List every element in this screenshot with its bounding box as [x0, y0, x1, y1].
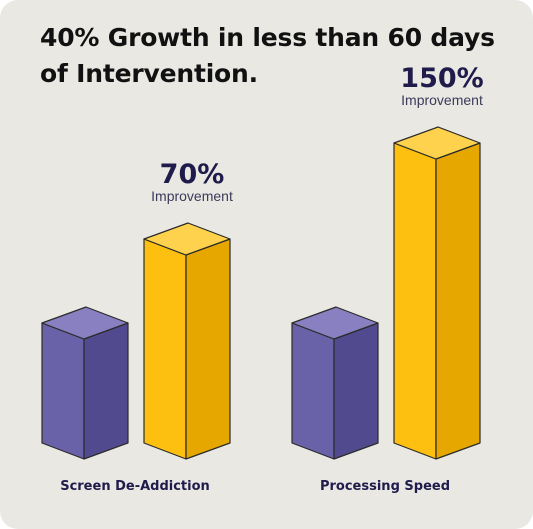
bar-improved-screen-de-addiction-top — [143, 222, 231, 256]
bar-baseline-processing-speed-side — [333, 322, 379, 460]
bar-improved-screen-de-addiction-side — [185, 238, 231, 460]
bar-improved-processing-speed-top — [393, 126, 481, 160]
bar-baseline-screen-de-addiction-side — [83, 322, 129, 460]
bar-improved-processing-speed-front — [393, 142, 437, 460]
bar-baseline-processing-speed-front — [291, 322, 335, 460]
bar-baseline-screen-de-addiction-front — [41, 322, 85, 460]
category-label-processing-speed: Processing Speed — [320, 479, 450, 494]
category-label-screen-de-addiction: Screen De-Addiction — [60, 479, 210, 494]
bar-baseline-processing-speed-top — [291, 306, 379, 340]
improvement-text-screen-de-addiction: Improvement — [151, 188, 233, 204]
improvement-value-screen-de-addiction: 70% — [160, 159, 225, 190]
improvement-text-processing-speed: Improvement — [401, 92, 483, 108]
bars-group — [41, 126, 481, 460]
bar-improved-screen-de-addiction-front — [143, 238, 187, 460]
bar-improved-processing-speed-side — [435, 142, 481, 460]
bar-baseline-screen-de-addiction-top — [41, 306, 129, 340]
labels-group: Screen De-Addiction Processing Speed 70%… — [60, 63, 484, 494]
improvement-value-processing-speed: 150% — [400, 63, 483, 94]
chart-title: 40% Growth in less than 60 days of Inter… — [40, 23, 495, 88]
